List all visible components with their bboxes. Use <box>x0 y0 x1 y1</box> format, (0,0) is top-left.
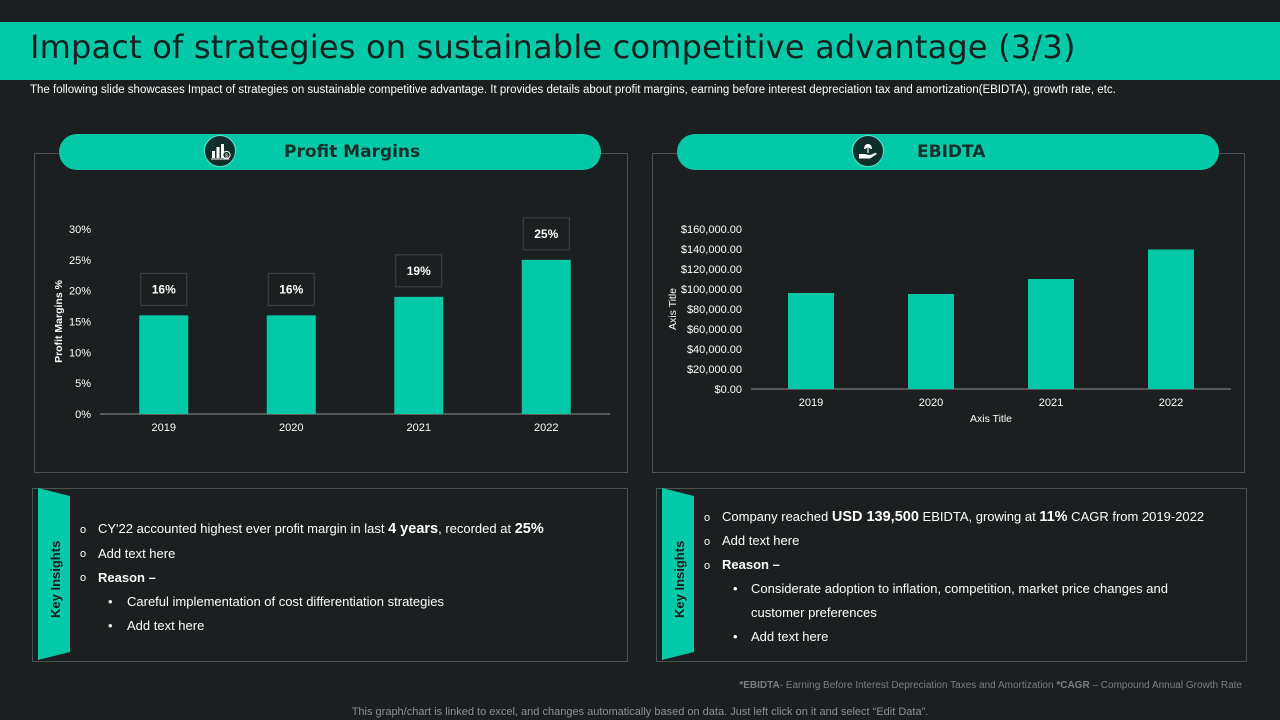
y-tick-label: 15% <box>69 317 91 329</box>
left-insight-sub-2: Add text here <box>127 618 205 633</box>
y-tick-label: 0% <box>75 409 91 421</box>
profit-margins-header: $ Profit Margins <box>59 134 601 170</box>
bar-2022 <box>1148 249 1194 389</box>
bullet-circle: o <box>704 512 711 524</box>
bar-2020 <box>266 315 316 414</box>
y-tick-label: 30% <box>69 224 91 236</box>
x-tick-label: 2021 <box>1039 397 1063 409</box>
y-axis-title: Axis Title <box>667 288 679 330</box>
bullet-circle: o <box>80 572 87 584</box>
right-insight-2: Add text here <box>722 533 800 548</box>
data-label: 16% <box>152 282 176 296</box>
x-tick-label: 2022 <box>1159 397 1183 409</box>
bar-2022 <box>521 259 571 414</box>
profit-margins-title: Profit Margins <box>284 142 421 162</box>
right-insight-sub-1a: Considerate adoption to inflation, compe… <box>751 581 1168 596</box>
x-tick-label: 2019 <box>799 397 823 409</box>
left-insight-sub-1: Careful implementation of cost different… <box>127 594 444 609</box>
y-tick-label: 25% <box>69 255 91 267</box>
y-tick-label: $100,000.00 <box>681 284 742 296</box>
ebidta-chart: $0.00 $20,000.00 $40,000.00 $60,000.00 $80,0… <box>667 224 1231 425</box>
y-tick-label: $0.00 <box>714 384 742 396</box>
y-tick-label: $60,000.00 <box>687 324 742 336</box>
y-tick-label: $160,000.00 <box>681 224 742 236</box>
footnote: *EBIDTA- Earning Before Interest Depreci… <box>739 680 1242 691</box>
bar-chart-dollar-icon: $ <box>204 135 236 167</box>
data-label-box <box>140 272 188 306</box>
y-tick-label: 10% <box>69 347 91 359</box>
x-tick-label: 2019 <box>152 422 176 434</box>
right-insight-sub-1b: customer preferences <box>751 605 877 620</box>
bar-2021 <box>394 296 444 414</box>
bullet-dot: • <box>733 581 738 596</box>
y-tick-label: $80,000.00 <box>687 304 742 316</box>
svg-text:$: $ <box>225 153 228 159</box>
bullet-circle: o <box>704 536 711 548</box>
ebidta-header: EBIDTA <box>677 134 1219 170</box>
data-label-box <box>267 272 315 306</box>
data-label: 16% <box>279 282 303 296</box>
data-label: 19% <box>407 264 431 278</box>
x-tick-label: 2020 <box>279 422 303 434</box>
bullet-circle: o <box>80 524 87 536</box>
title-bar: Impact of strategies on sustainable comp… <box>0 22 1280 80</box>
right-insights-box <box>656 488 1247 662</box>
page-subtitle: The following slide showcases Impact of … <box>30 84 1116 96</box>
x-tick-label: 2022 <box>534 422 558 434</box>
y-tick-label: $120,000.00 <box>681 264 742 276</box>
bar-2020 <box>908 294 954 389</box>
y-tick-label: $20,000.00 <box>687 364 742 376</box>
hand-plant-icon <box>852 135 884 167</box>
right-insight-1: Company reached USD 139,500 EBIDTA, grow… <box>722 509 1205 525</box>
bullet-dot: • <box>108 618 113 633</box>
left-key-insights-label: Key Insights <box>48 540 63 618</box>
y-tick-label: $40,000.00 <box>687 344 742 356</box>
y-axis-title: Profit Margins % <box>53 279 65 363</box>
data-label-box <box>395 254 443 288</box>
bullet-circle: o <box>80 548 87 560</box>
bar-2019 <box>788 293 834 389</box>
right-insight-3: Reason – <box>722 557 780 572</box>
x-tick-label: 2020 <box>919 397 943 409</box>
right-insight-sub-2: Add text here <box>751 629 829 644</box>
left-insight-1: CY'22 accounted highest ever profit marg… <box>98 521 544 537</box>
left-insight-3: Reason – <box>98 570 156 585</box>
data-label-box <box>522 217 570 251</box>
right-key-insights-label: Key Insights <box>672 540 687 618</box>
profit-margins-chart: 0% 5% 10% 15% 20% 25% 30% 2019 16% 2020 16% 2021 19%… <box>53 217 610 434</box>
left-insights-box <box>32 488 628 662</box>
y-tick-label: 5% <box>75 378 91 390</box>
bar-2021 <box>1028 279 1074 389</box>
bullet-circle: o <box>704 560 711 572</box>
bullet-dot: • <box>733 629 738 644</box>
x-axis-title: Axis Title <box>970 413 1012 425</box>
footer-note: This graph/chart is linked to excel, and… <box>351 706 929 718</box>
x-tick-label: 2021 <box>407 422 431 434</box>
page-title: Impact of strategies on sustainable comp… <box>30 28 1076 66</box>
data-label: 25% <box>534 227 558 241</box>
bullet-dot: • <box>108 594 113 609</box>
right-key-insights-tab <box>662 488 694 660</box>
bar-2019 <box>139 315 189 414</box>
ebidta-title: EBIDTA <box>917 142 986 162</box>
y-tick-label: $140,000.00 <box>681 244 742 256</box>
y-tick-label: 20% <box>69 286 91 298</box>
left-insight-2: Add text here <box>98 546 176 561</box>
left-key-insights-tab <box>38 488 70 660</box>
